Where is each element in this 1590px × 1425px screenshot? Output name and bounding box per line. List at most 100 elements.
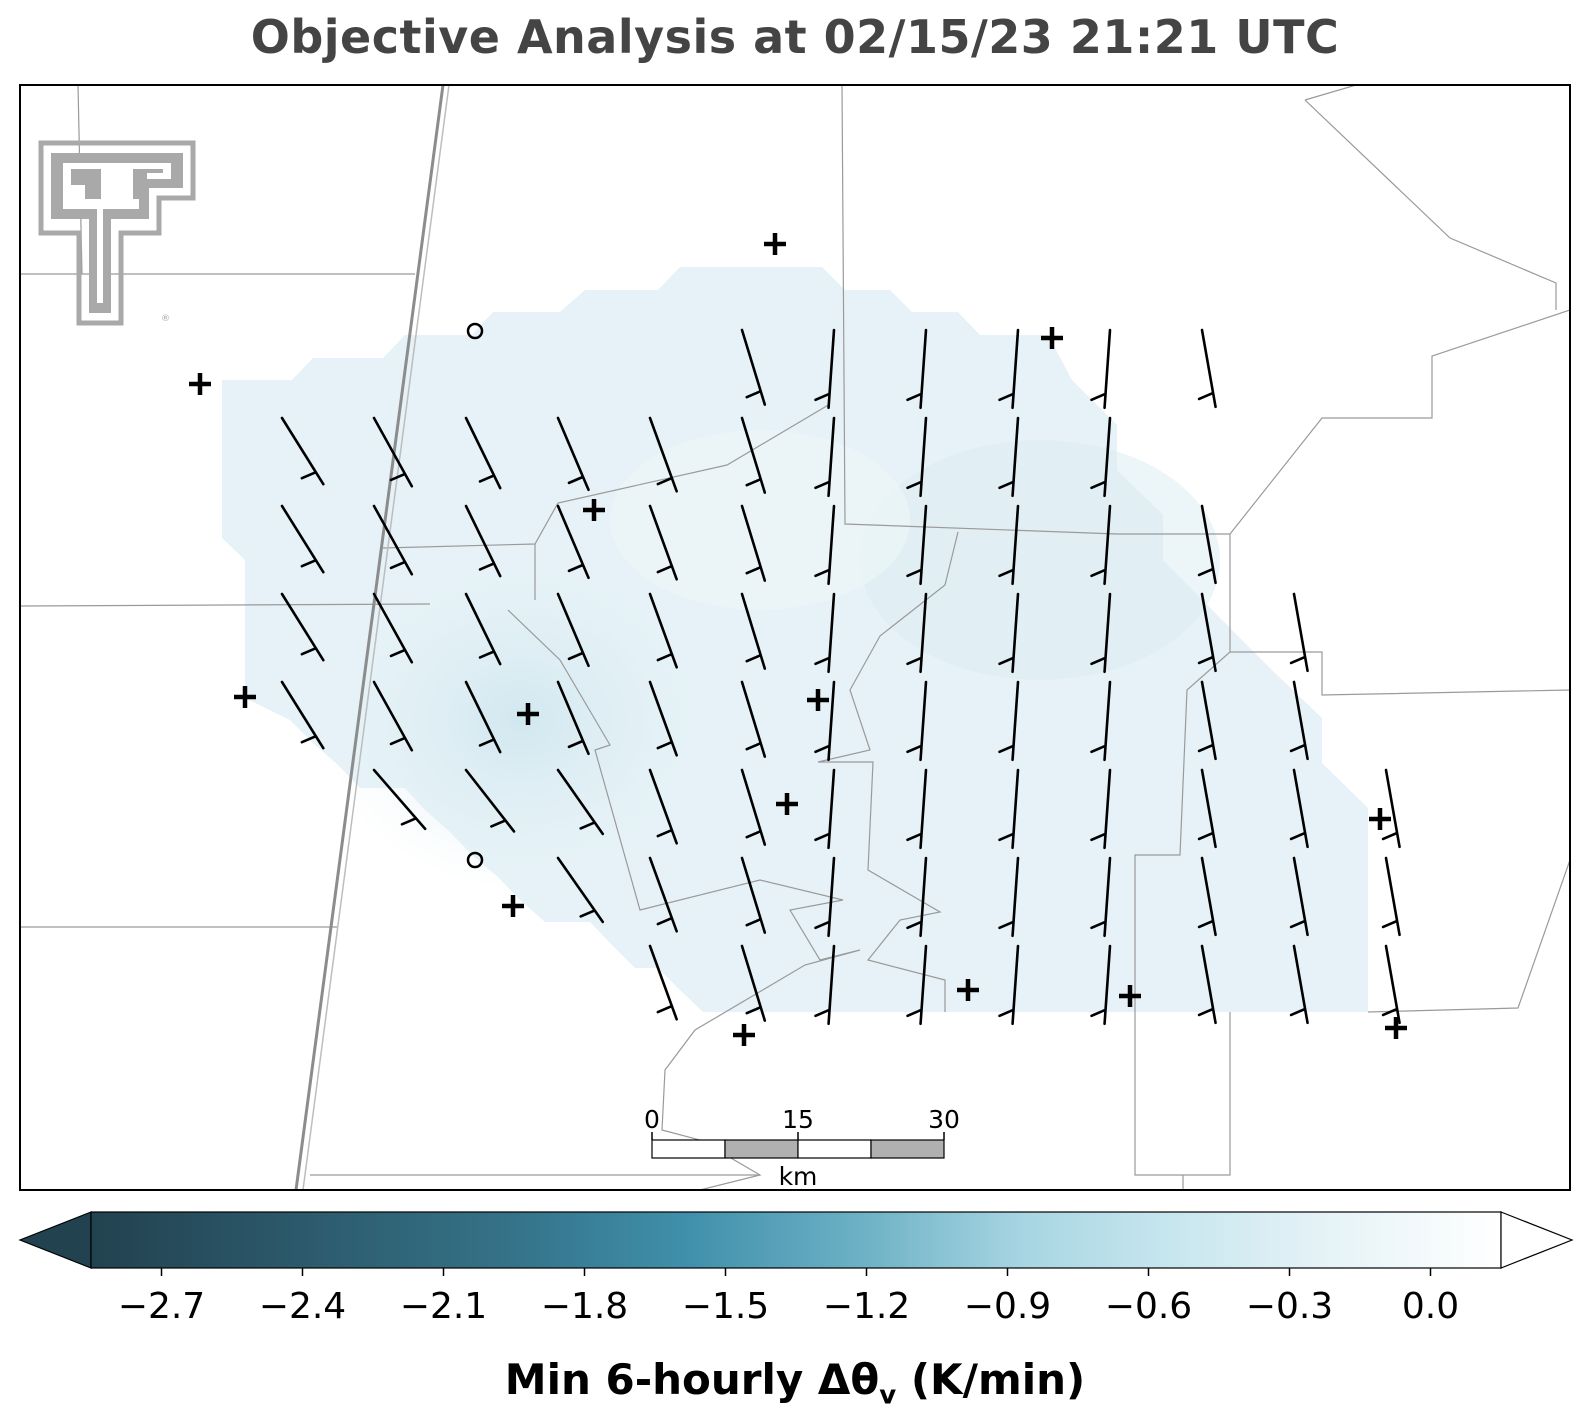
wind-barb bbox=[1197, 328, 1217, 409]
wind-barb bbox=[464, 592, 502, 666]
wind-barb bbox=[740, 944, 767, 1022]
wind-barb bbox=[906, 592, 928, 674]
colorbar-tick-label: −2.1 bbox=[400, 1286, 487, 1327]
wind-barb bbox=[1289, 944, 1309, 1025]
map-title: Objective Analysis at 02/15/23 21:21 UTC bbox=[250, 10, 1340, 64]
wind-barb bbox=[1090, 856, 1112, 938]
wind-barb bbox=[814, 856, 836, 938]
colorbar-tick-label: −1.2 bbox=[823, 1286, 910, 1327]
colorbar-tick-label: −0.3 bbox=[1246, 1286, 1333, 1327]
wind-barb bbox=[814, 592, 836, 674]
wind-barb bbox=[1090, 504, 1112, 586]
colorbar-extend-min bbox=[18, 1211, 92, 1269]
station-plus-marker bbox=[517, 703, 539, 725]
wind-barb bbox=[1197, 944, 1217, 1025]
wind-barbs bbox=[280, 328, 1401, 1026]
wind-barb bbox=[648, 768, 678, 845]
wind-barb bbox=[906, 504, 928, 586]
wind-barb bbox=[998, 592, 1020, 674]
station-plus-marker bbox=[764, 233, 786, 255]
wind-barb bbox=[556, 504, 590, 580]
wind-barb bbox=[372, 592, 414, 664]
station-plus-marker bbox=[1369, 808, 1391, 830]
station-plus-marker bbox=[1119, 985, 1141, 1007]
scale-unit: km bbox=[779, 1162, 818, 1191]
map-panel: ® 0 15 30 km bbox=[19, 84, 1571, 1191]
wind-barb bbox=[740, 680, 767, 758]
station-plus-marker bbox=[1041, 327, 1063, 349]
station-circle-marker bbox=[466, 851, 484, 869]
wind-barb bbox=[998, 328, 1020, 410]
wind-barb bbox=[814, 680, 836, 762]
wind-barb bbox=[998, 680, 1020, 762]
station-plus-marker bbox=[234, 686, 256, 708]
scale-bar: 0 15 30 km bbox=[644, 1105, 960, 1191]
colorbar-label-units: (K/min) bbox=[896, 1355, 1086, 1404]
wind-barb bbox=[556, 592, 590, 668]
wind-barb bbox=[1197, 592, 1217, 673]
wind-barb bbox=[998, 504, 1020, 586]
station-plus-marker bbox=[583, 499, 605, 521]
wind-barb bbox=[556, 416, 590, 492]
wind-barb bbox=[464, 416, 502, 490]
colorbar-ticks: −2.7 −2.4 −2.1 −1.8 −1.5 −1.2 −0.9 −0.6 −0.3 0.0 bbox=[118, 1268, 1459, 1327]
wind-barb bbox=[1289, 592, 1309, 673]
station-plus-marker bbox=[807, 689, 829, 711]
double-t-logo: ® bbox=[38, 140, 196, 326]
wind-barb bbox=[1090, 416, 1112, 498]
wind-barb bbox=[1381, 856, 1401, 937]
wind-barb bbox=[556, 856, 605, 924]
wind-barb bbox=[998, 856, 1020, 938]
wind-barb bbox=[740, 768, 767, 846]
colorbar-tick-label: −1.5 bbox=[682, 1286, 769, 1327]
wind-barb bbox=[1090, 768, 1112, 850]
wind-barb bbox=[740, 328, 767, 406]
station-plus-marker bbox=[776, 793, 798, 815]
wind-barb bbox=[740, 504, 767, 582]
wind-barb bbox=[280, 592, 325, 662]
wind-barb bbox=[906, 856, 928, 938]
wind-barb bbox=[1090, 680, 1112, 762]
station-plus-marker bbox=[1385, 1017, 1407, 1039]
wind-barb bbox=[906, 416, 928, 498]
wind-barb bbox=[280, 416, 325, 486]
colorbar-tick-label: −0.6 bbox=[1105, 1286, 1192, 1327]
logo-registered-mark: ® bbox=[161, 314, 170, 324]
wind-barb bbox=[998, 768, 1020, 850]
wind-barb bbox=[1289, 680, 1309, 761]
wind-barb bbox=[556, 680, 590, 756]
colorbar: −2.7 −2.4 −2.1 −1.8 −1.5 −1.2 −0.9 −0.6 −0.3 0.0 bbox=[18, 1211, 1574, 1327]
wind-barb bbox=[648, 504, 678, 581]
wind-barb bbox=[906, 680, 928, 762]
wind-barb bbox=[372, 768, 427, 831]
wind-barb bbox=[648, 592, 678, 669]
station-circle-marker bbox=[466, 322, 484, 340]
wind-barb bbox=[556, 768, 605, 836]
wind-barb bbox=[1289, 856, 1309, 937]
colorbar-label: Min 6-hourly Δθv (K/min) bbox=[0, 1355, 1590, 1410]
wind-barb bbox=[372, 416, 414, 488]
wind-barb bbox=[1381, 768, 1401, 849]
wind-barb bbox=[464, 680, 502, 754]
station-plus-marker bbox=[733, 1024, 755, 1046]
wind-barb bbox=[648, 944, 678, 1021]
wind-barb bbox=[464, 768, 516, 833]
scale-tick-15: 15 bbox=[782, 1105, 814, 1134]
wind-barb bbox=[906, 768, 928, 850]
wind-barb bbox=[740, 592, 767, 670]
wind-barb bbox=[740, 416, 767, 494]
wind-barb bbox=[906, 328, 928, 410]
colorbar-tick-label: −2.7 bbox=[118, 1286, 205, 1327]
wind-barb bbox=[814, 944, 836, 1026]
wind-barb bbox=[1381, 944, 1401, 1025]
wind-barb bbox=[280, 680, 325, 750]
colorbar-tick-label: −0.9 bbox=[964, 1286, 1051, 1327]
colorbar-label-main: Min 6-hourly Δθ bbox=[504, 1355, 880, 1404]
wind-barb bbox=[372, 680, 414, 752]
wind-barb bbox=[814, 328, 836, 410]
wind-barb bbox=[1197, 856, 1217, 937]
wind-barb bbox=[1090, 328, 1112, 410]
station-plus-marker bbox=[189, 373, 211, 395]
wind-barb bbox=[648, 856, 678, 933]
